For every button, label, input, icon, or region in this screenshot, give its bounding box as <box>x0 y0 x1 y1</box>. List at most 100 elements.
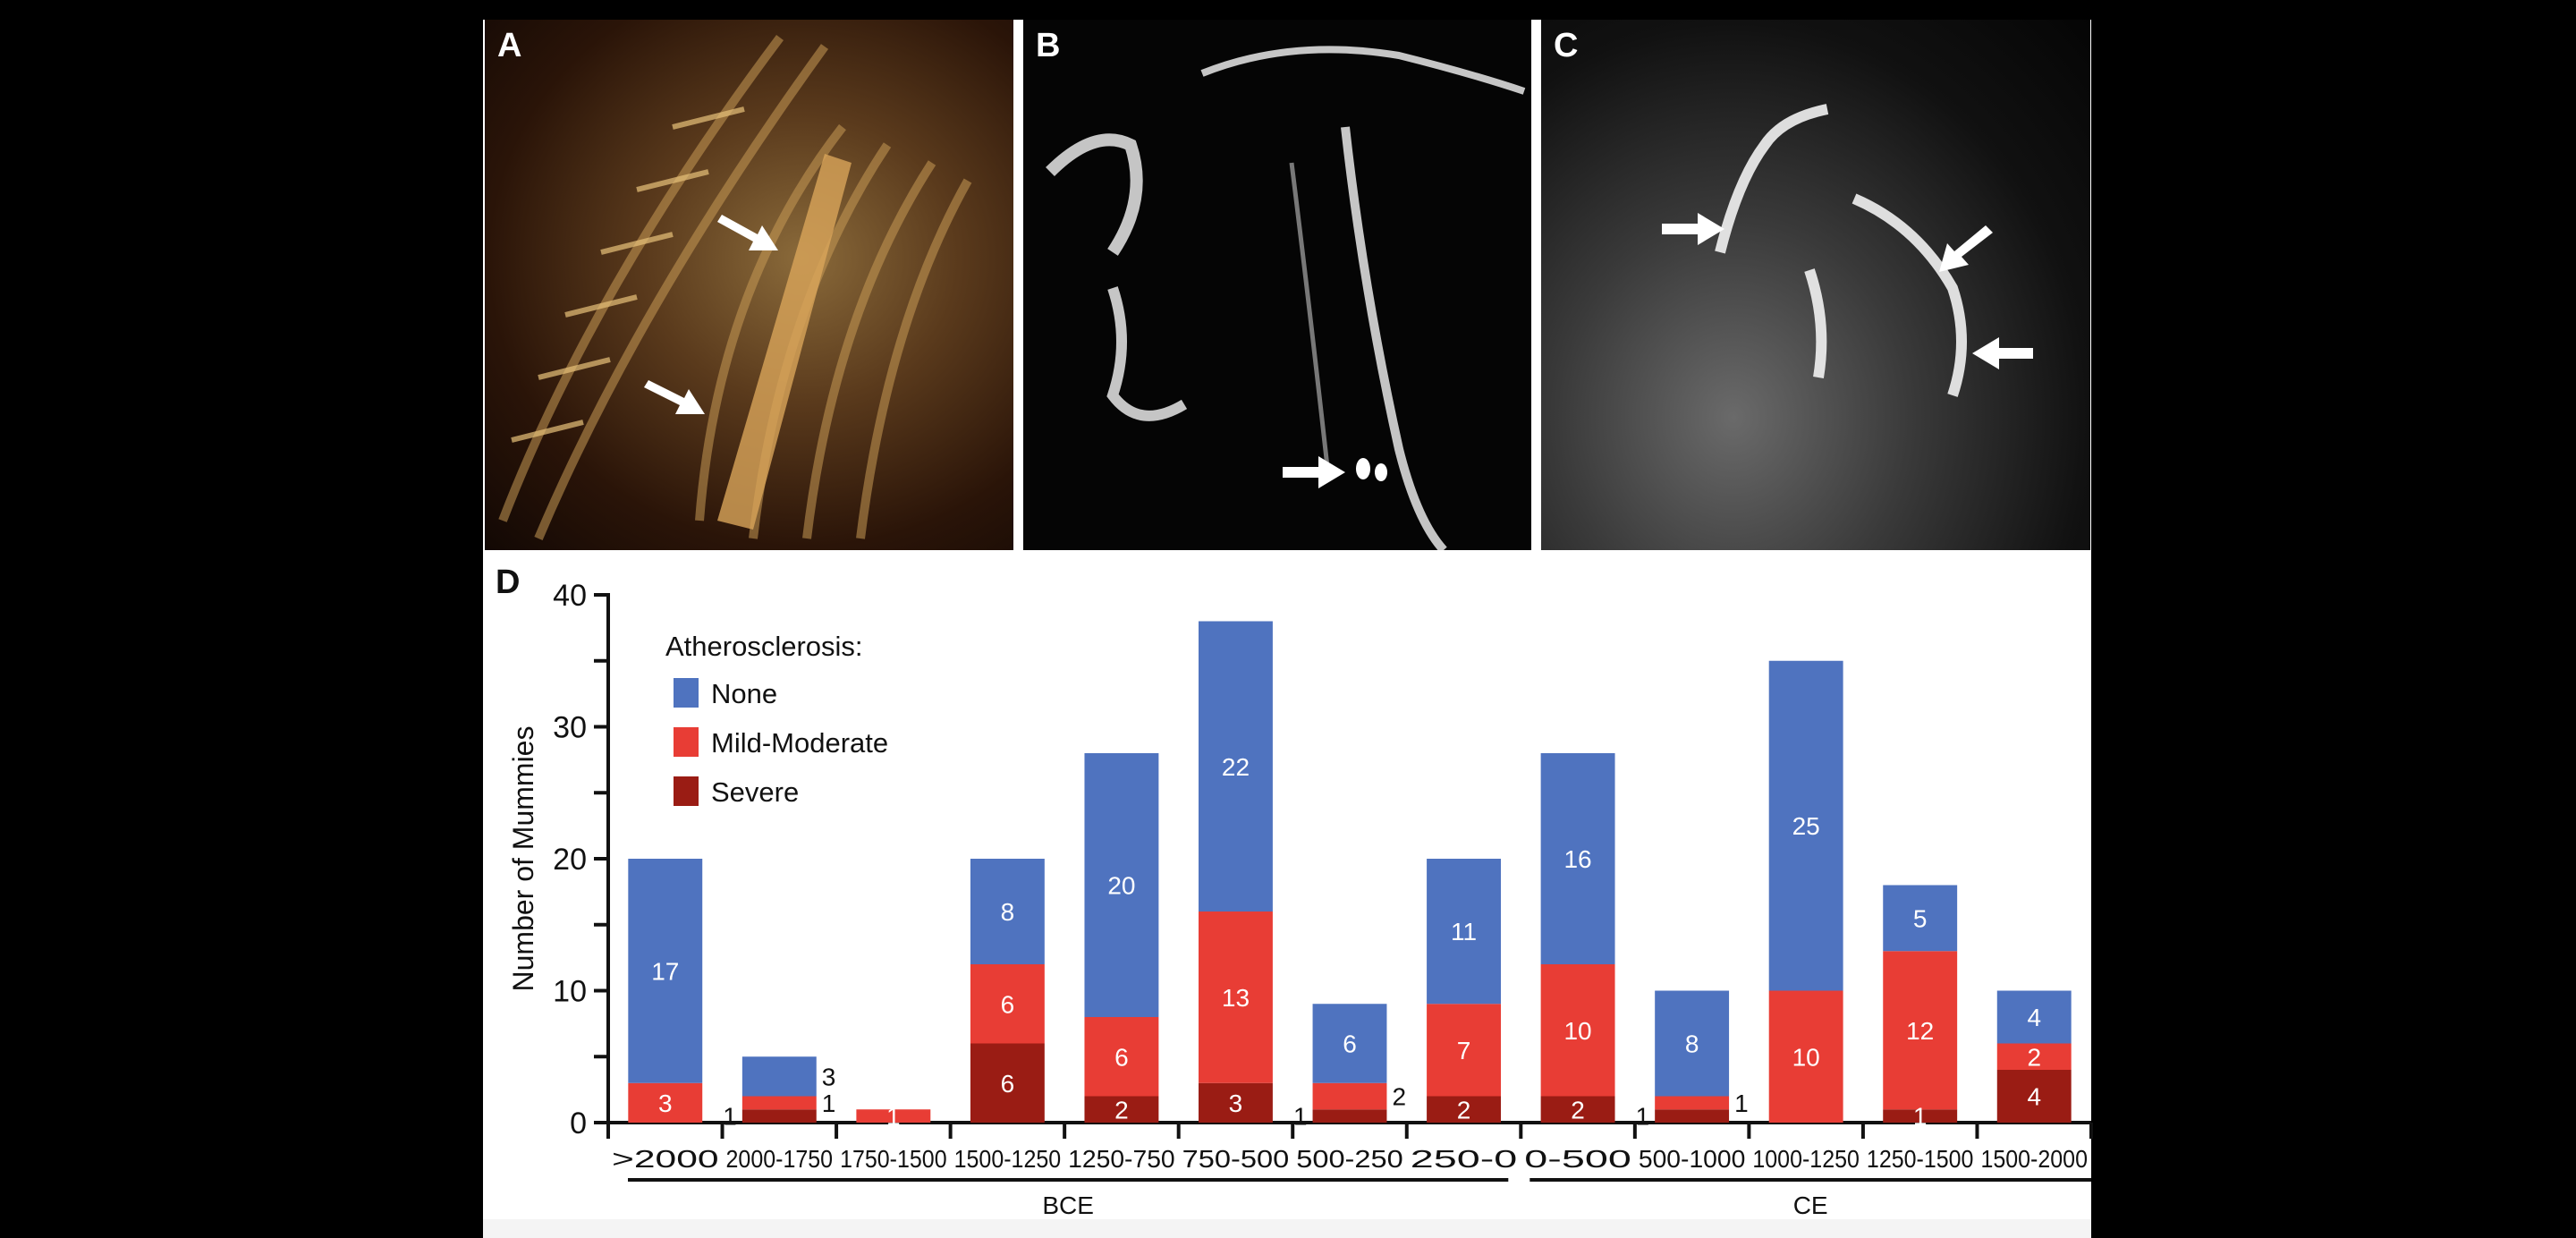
bar-segment-mild <box>1768 990 1843 1123</box>
legend-label: Severe <box>711 776 799 808</box>
x-tick-label: 2000-1750 <box>726 1145 834 1173</box>
bar-segment-mild <box>1427 1004 1501 1097</box>
data-label: 1 <box>1734 1090 1749 1117</box>
group-label: BCE <box>1042 1191 1094 1219</box>
data-label: 16 <box>1563 845 1591 873</box>
data-label: 20 <box>1107 872 1135 900</box>
bar-segment-mild <box>1655 1096 1730 1110</box>
data-label: 1 <box>886 1103 901 1131</box>
panel-c-label: C <box>1554 27 1579 64</box>
data-label: 2 <box>2027 1043 2041 1071</box>
x-tick-label: 1000-1250 <box>1752 1145 1860 1173</box>
data-label: 4 <box>2027 1083 2041 1111</box>
bar-segment-severe <box>1312 1109 1387 1123</box>
data-label: 13 <box>1222 984 1250 1012</box>
bar-segment-none <box>1312 1004 1387 1083</box>
data-label: 2 <box>1114 1096 1129 1124</box>
data-label: 8 <box>1685 1030 1699 1058</box>
legend-swatch-none <box>674 678 699 708</box>
data-label: 5 <box>1913 904 1928 932</box>
bar-segment-severe <box>1199 1082 1273 1123</box>
panel-b-label: B <box>1036 27 1061 64</box>
data-label: 17 <box>651 957 679 985</box>
data-label: 10 <box>1792 1043 1820 1071</box>
data-label: 7 <box>1457 1037 1471 1064</box>
bar-segment-none <box>1768 660 1843 991</box>
bar-segment-none <box>970 859 1045 964</box>
bar-segment-none <box>1540 753 1615 964</box>
x-tick-label: 500-250 <box>1296 1145 1403 1173</box>
data-label: 10 <box>1563 1017 1591 1045</box>
bar-segment-mild <box>741 1096 817 1110</box>
bar-segment-none <box>1084 753 1159 1017</box>
data-label: 12 <box>1906 1017 1934 1045</box>
panel-c-ct-image: C <box>1541 20 2090 550</box>
x-tick-label: 250-0 <box>1411 1145 1518 1173</box>
x-tick-label: 1500-1250 <box>954 1145 1062 1173</box>
x-tick-label: 1250-750 <box>1068 1145 1175 1173</box>
arrow-icon <box>1972 337 2033 369</box>
data-label: 11 <box>1451 918 1477 945</box>
x-tick-label: 0-500 <box>1524 1145 1631 1173</box>
bar-segment-none <box>1996 990 2072 1044</box>
bar-segment-mild <box>1883 951 1958 1110</box>
bar-segment-mild <box>1084 1017 1159 1097</box>
bar-segment-none <box>1199 621 1273 912</box>
data-label: 1 <box>822 1090 836 1117</box>
bar-segment-severe <box>741 1109 817 1123</box>
figure: A B <box>483 20 2091 1219</box>
data-label: 3 <box>1229 1090 1243 1117</box>
data-label: 3 <box>658 1090 673 1117</box>
panel-a-label: A <box>497 27 522 64</box>
y-tick-label: 40 <box>553 579 587 613</box>
legend-label: Mild-Moderate <box>711 727 888 759</box>
panel-a-ct-3d-image: A <box>485 20 1013 550</box>
y-tick-label: 0 <box>570 1107 587 1140</box>
bottom-bar <box>483 1219 2091 1238</box>
bar-segment-mild <box>856 1109 931 1123</box>
arrow-icon <box>1939 225 1993 272</box>
data-label: 2 <box>1571 1096 1585 1124</box>
data-label: 1 <box>1913 1103 1928 1131</box>
x-tick-label: 500-1000 <box>1639 1145 1746 1173</box>
bar-segment-none <box>1655 990 1730 1097</box>
legend-title: Atherosclerosis: <box>665 631 863 662</box>
data-label: 6 <box>1001 1070 1015 1098</box>
legend-label: None <box>711 678 777 709</box>
bar-segment-mild <box>1540 964 1615 1097</box>
bar-segment-mild <box>1996 1043 2072 1070</box>
bar-segment-severe <box>1540 1096 1615 1123</box>
bar-segment-severe <box>1427 1096 1501 1123</box>
bar-segment-none <box>628 859 703 1083</box>
arrow-icon <box>644 215 778 414</box>
data-label: 22 <box>1222 753 1250 781</box>
y-tick-label: 20 <box>553 843 587 877</box>
bar-segment-none <box>1427 859 1501 1005</box>
bar-segment-severe <box>1883 1109 1958 1123</box>
data-label: 2 <box>1457 1096 1471 1124</box>
data-label: 25 <box>1792 812 1820 840</box>
group-label: CE <box>1793 1191 1828 1219</box>
data-label: 4 <box>2027 1004 2041 1031</box>
data-label: 1 <box>1293 1103 1308 1131</box>
panel-d-label: D <box>496 564 521 601</box>
bar-segment-mild <box>1312 1082 1387 1110</box>
data-label: 1 <box>723 1103 737 1131</box>
arrow-icon <box>1283 456 1345 488</box>
data-label: 6 <box>1001 990 1015 1018</box>
x-tick-label: 1250-1500 <box>1867 1145 1974 1173</box>
data-label: 2 <box>1392 1083 1406 1111</box>
bar-segment-none <box>741 1056 817 1097</box>
x-tick-label: 1750-1500 <box>840 1145 947 1173</box>
bar-segment-severe <box>970 1043 1045 1123</box>
bar-segment-severe <box>1084 1096 1159 1123</box>
bar-segment-none <box>1883 885 1958 952</box>
legend-swatch-severe <box>674 776 699 806</box>
data-label: 6 <box>1114 1043 1129 1071</box>
panel-b-ct-image: B <box>1023 20 1531 550</box>
data-label: 8 <box>1001 898 1015 926</box>
data-label: 3 <box>822 1063 836 1090</box>
data-label: 6 <box>1343 1030 1357 1058</box>
bar-segment-mild <box>970 964 1045 1044</box>
